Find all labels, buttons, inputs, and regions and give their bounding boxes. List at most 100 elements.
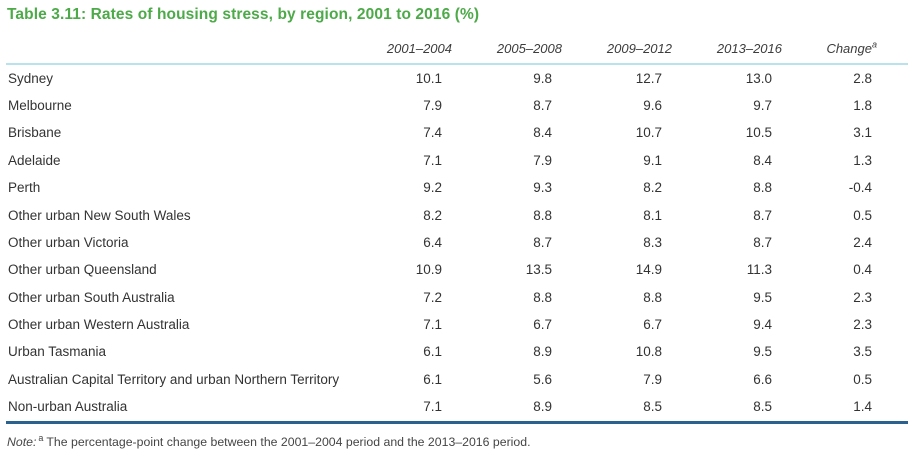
value-cell: 10.8 xyxy=(635,344,662,360)
change-cell: -0.4 xyxy=(848,180,872,196)
value-cell: 6.4 xyxy=(423,234,442,250)
value-cell: 10.7 xyxy=(635,125,662,141)
value-cell: 7.2 xyxy=(423,289,442,305)
column-header-change: Changea xyxy=(782,24,908,65)
column-header-2013-2016: 2013–2016 xyxy=(672,24,782,65)
change-cell: 2.8 xyxy=(853,70,872,86)
value-cell: 9.4 xyxy=(753,317,772,333)
value-cell: 8.7 xyxy=(533,234,552,250)
table-row: Non-urban Australia 7.1 8.9 8.5 8.5 1.4 xyxy=(6,393,908,424)
value-cell: 13.5 xyxy=(525,262,552,278)
change-cell: 1.3 xyxy=(853,152,872,168)
value-cell: 7.9 xyxy=(423,98,442,114)
value-cell: 8.8 xyxy=(533,207,552,223)
region-label: Other urban Queensland xyxy=(8,262,157,278)
table-title: Table 3.11: Rates of housing stress, by … xyxy=(7,6,480,23)
value-cell: 8.4 xyxy=(533,125,552,141)
table-row: Australian Capital Territory and urban N… xyxy=(6,366,908,393)
value-cell: 6.1 xyxy=(423,344,442,360)
region-label: Perth xyxy=(8,180,41,196)
table-row: Other urban Western Australia 7.1 6.7 6.… xyxy=(6,311,908,338)
table-header: 2001–2004 2005–2008 2009–2012 2013–2016 … xyxy=(6,24,908,65)
value-cell: 9.3 xyxy=(533,180,552,196)
value-cell: 13.0 xyxy=(745,70,772,86)
value-cell: 6.1 xyxy=(423,371,442,387)
change-footnote-marker: a xyxy=(871,39,877,50)
region-label: Adelaide xyxy=(8,152,61,168)
table-row: Adelaide 7.1 7.9 9.1 8.4 1.3 xyxy=(6,147,908,174)
value-cell: 6.6 xyxy=(753,371,772,387)
table-row: Other urban South Australia 7.2 8.8 8.8 … xyxy=(6,284,908,311)
value-cell: 8.5 xyxy=(562,393,672,424)
table-row: Perth 9.2 9.3 8.2 8.8 -0.4 xyxy=(6,175,908,202)
value-cell: 9.8 xyxy=(533,70,552,86)
column-header-2001-2004: 2001–2004 xyxy=(346,24,452,65)
value-cell: 9.5 xyxy=(753,344,772,360)
value-cell: 8.1 xyxy=(643,207,662,223)
value-cell: 9.6 xyxy=(643,98,662,114)
value-cell: 8.2 xyxy=(643,180,662,196)
value-cell: 9.1 xyxy=(643,152,662,168)
value-cell: 7.1 xyxy=(346,393,452,424)
change-cell: 2.3 xyxy=(853,289,872,305)
table-row: Melbourne 7.9 8.7 9.6 9.7 1.8 xyxy=(6,92,908,119)
note-text: The percentage-point change between the … xyxy=(46,434,531,449)
value-cell: 8.8 xyxy=(533,289,552,305)
change-cell: 3.5 xyxy=(853,344,872,360)
value-cell: 8.3 xyxy=(643,234,662,250)
change-cell: 0.5 xyxy=(853,371,872,387)
housing-stress-table: 2001–2004 2005–2008 2009–2012 2013–2016 … xyxy=(6,24,908,424)
region-label: Other urban Western Australia xyxy=(8,317,190,333)
value-cell: 11.3 xyxy=(746,262,772,278)
region-label: Non-urban Australia xyxy=(6,393,346,424)
table-row: Sydney 10.1 9.8 12.7 13.0 2.8 xyxy=(6,64,908,92)
table-body: Sydney 10.1 9.8 12.7 13.0 2.8 Melbourne … xyxy=(6,64,908,424)
region-label: Urban Tasmania xyxy=(8,344,107,360)
value-cell: 8.9 xyxy=(533,344,552,360)
note-footnote-marker: a xyxy=(38,432,44,443)
change-cell: 2.3 xyxy=(853,317,872,333)
value-cell: 10.9 xyxy=(415,262,442,278)
table-row: Other urban Queensland 10.9 13.5 14.9 11… xyxy=(6,257,908,284)
value-cell: 7.9 xyxy=(533,152,552,168)
value-cell: 7.1 xyxy=(423,317,442,333)
value-cell: 7.4 xyxy=(423,125,442,141)
region-label: Other urban Victoria xyxy=(8,234,129,250)
value-cell: 9.5 xyxy=(753,289,772,305)
change-cell: 0.5 xyxy=(853,207,872,223)
change-cell: 2.4 xyxy=(853,234,872,250)
column-header-2009-2012: 2009–2012 xyxy=(562,24,672,65)
value-cell: 12.7 xyxy=(635,70,662,86)
value-cell: 8.9 xyxy=(452,393,562,424)
value-cell: 10.1 xyxy=(415,70,442,86)
value-cell: 14.9 xyxy=(635,262,662,278)
table-note: Note: a The percentage-point change betwee… xyxy=(6,432,908,450)
change-cell: 1.4 xyxy=(782,393,908,424)
value-cell: 5.6 xyxy=(533,371,552,387)
value-cell: 8.8 xyxy=(753,180,772,196)
value-cell: 8.4 xyxy=(753,152,772,168)
region-label: Brisbane xyxy=(8,125,62,141)
region-label: Melbourne xyxy=(8,98,72,114)
table-row: Brisbane 7.4 8.4 10.7 10.5 3.1 xyxy=(6,120,908,147)
change-cell: 0.4 xyxy=(853,262,872,278)
value-cell: 8.8 xyxy=(643,289,662,305)
header-row: 2001–2004 2005–2008 2009–2012 2013–2016 … xyxy=(6,24,908,65)
note-label: Note: xyxy=(7,434,37,449)
region-label: Other urban New South Wales xyxy=(8,207,191,223)
change-cell: 1.8 xyxy=(853,98,872,114)
value-cell: 6.7 xyxy=(643,317,662,333)
region-label: Other urban South Australia xyxy=(8,289,175,305)
value-cell: 8.7 xyxy=(533,98,552,114)
table-row: Urban Tasmania 6.1 8.9 10.8 9.5 3.5 xyxy=(6,339,908,366)
region-label: Sydney xyxy=(8,70,54,86)
region-column-header xyxy=(6,24,346,65)
value-cell: 8.7 xyxy=(753,234,772,250)
value-cell: 10.5 xyxy=(745,125,772,141)
value-cell: 7.9 xyxy=(643,371,662,387)
value-cell: 9.7 xyxy=(753,98,772,114)
value-cell: 6.7 xyxy=(533,317,552,333)
value-cell: 8.2 xyxy=(423,207,442,223)
change-label: Change xyxy=(826,41,872,56)
